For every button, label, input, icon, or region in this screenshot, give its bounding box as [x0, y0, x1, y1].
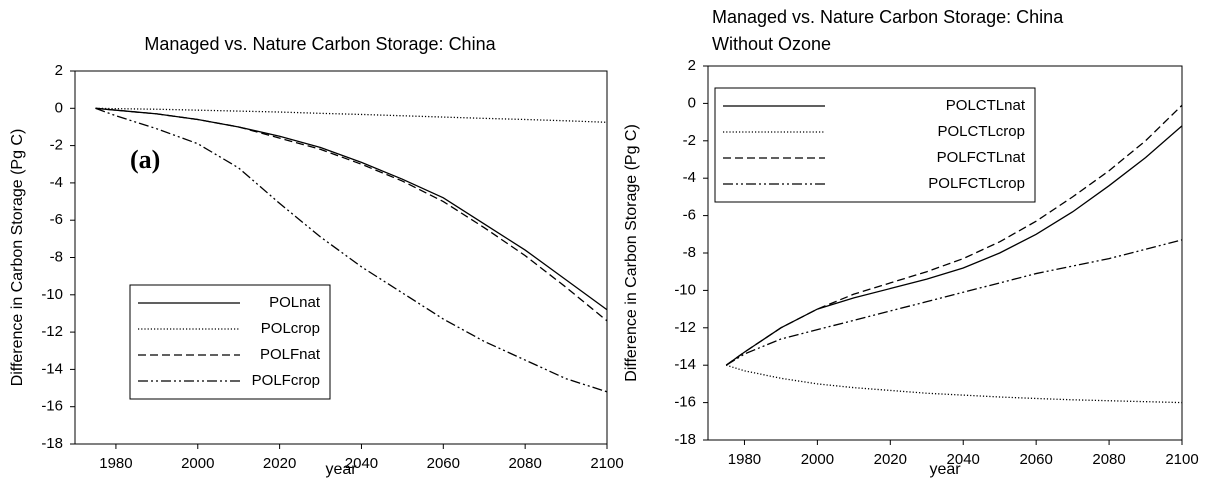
x-tick-label: 1980: [99, 455, 132, 472]
series-line: [95, 107, 608, 393]
y-tick-label: -18: [674, 431, 696, 448]
x-tick-label: 2060: [1019, 451, 1052, 468]
x-tick-label: 2060: [427, 455, 460, 472]
series-line: [95, 107, 608, 311]
x-tick-label: 2080: [508, 455, 541, 472]
legend-label: POLFcrop: [252, 372, 320, 389]
y-tick-label: -12: [41, 323, 63, 340]
y-tick-label: -4: [683, 169, 696, 186]
y-tick-label: 2: [55, 62, 63, 79]
legend-label: POLFnat: [260, 346, 321, 363]
x-axis-label: year: [325, 461, 357, 478]
chart-title: Managed vs. Nature Carbon Storage: China: [144, 34, 496, 54]
legend-label: POLcrop: [261, 320, 320, 337]
legend-box: [714, 87, 1036, 203]
x-tick-label: 2040: [345, 455, 378, 472]
legend-label: POLCTLcrop: [937, 123, 1025, 140]
y-tick-label: -16: [41, 398, 63, 415]
x-tick-label: 1980: [728, 451, 761, 468]
x-tick-label: 2020: [874, 451, 907, 468]
y-axis-label: Difference in Carbon Storage (Pg C): [9, 129, 26, 387]
x-tick-label: 2100: [590, 455, 623, 472]
y-tick-label: 2: [688, 57, 696, 74]
y-tick-label: -8: [683, 244, 696, 261]
y-tick-label: -10: [674, 281, 696, 298]
y-tick-label: 0: [55, 99, 63, 116]
y-tick-label: -18: [41, 435, 63, 452]
series-line: [95, 107, 608, 123]
y-tick-label: -2: [50, 137, 63, 154]
y-axis-label: Difference in Carbon Storage (Pg C): [623, 124, 640, 382]
y-tick-label: -14: [41, 360, 63, 377]
x-tick-label: 2100: [1165, 451, 1198, 468]
series-line: [726, 364, 1183, 404]
legend-label: POLFCTLnat: [937, 149, 1026, 166]
x-tick-label: 2040: [947, 451, 980, 468]
y-tick-label: 0: [688, 94, 696, 111]
y-tick-label: -12: [674, 319, 696, 336]
legend-label: POLFCTLcrop: [928, 175, 1025, 192]
x-axis-label: year: [929, 461, 961, 478]
legend-label: POLCTLnat: [946, 97, 1026, 114]
chart-title: Without Ozone: [712, 34, 831, 54]
legend-label: POLnat: [269, 294, 321, 311]
y-tick-label: -4: [50, 174, 63, 191]
y-tick-label: -8: [50, 248, 63, 265]
y-tick-label: -6: [683, 207, 696, 224]
series-line: [725, 104, 1183, 366]
x-tick-label: 2080: [1092, 451, 1125, 468]
y-tick-label: -16: [674, 394, 696, 411]
x-tick-label: 2000: [181, 455, 214, 472]
legend-box: [129, 284, 331, 400]
y-tick-label: -6: [50, 211, 63, 228]
y-tick-label: -14: [674, 356, 696, 373]
panel-label: (a): [130, 145, 160, 174]
x-tick-label: 2000: [801, 451, 834, 468]
series-line: [725, 239, 1183, 366]
chart-title: Managed vs. Nature Carbon Storage: China: [712, 7, 1064, 27]
y-tick-label: -2: [683, 132, 696, 149]
x-tick-label: 2020: [263, 455, 296, 472]
y-tick-label: -10: [41, 286, 63, 303]
